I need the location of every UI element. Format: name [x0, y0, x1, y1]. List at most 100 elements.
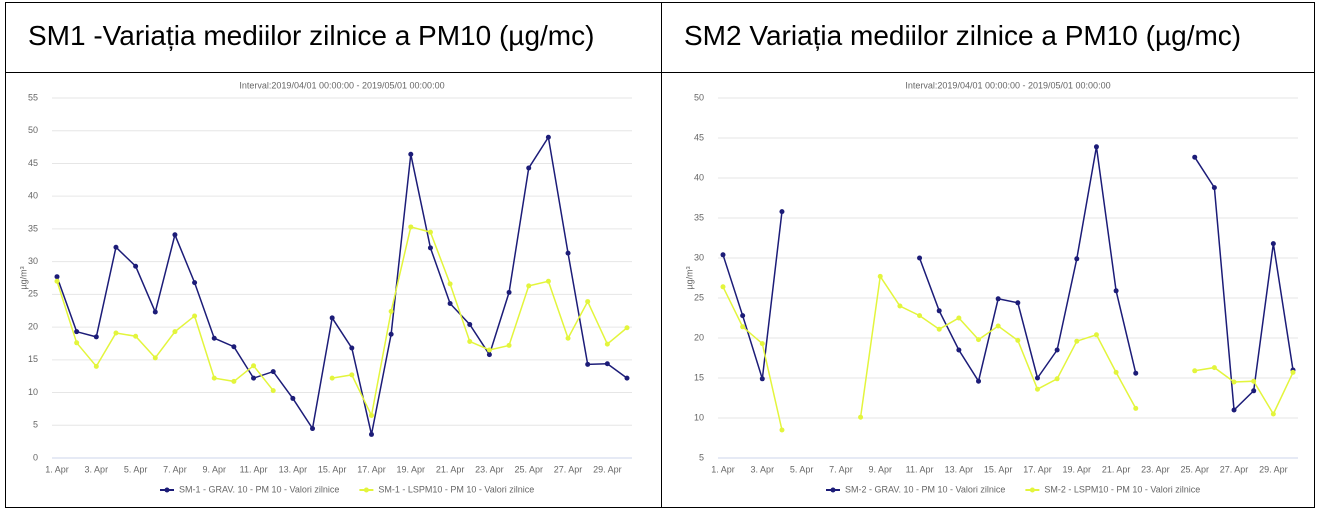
- y-tick-label: 25: [28, 289, 38, 299]
- point: [740, 324, 746, 330]
- point: [1133, 370, 1139, 376]
- x-tick-label: 5. Apr: [124, 464, 148, 474]
- point: [192, 313, 198, 319]
- y-tick-label: 55: [28, 92, 38, 102]
- point: [526, 165, 532, 171]
- point: [54, 274, 60, 280]
- legend-label: SM-2 - LSPM10 - PM 10 - Valori zilnice: [1044, 484, 1200, 494]
- point: [368, 431, 374, 437]
- point: [1034, 386, 1040, 392]
- x-tick-label: 23. Apr: [475, 464, 504, 474]
- point: [624, 325, 630, 331]
- x-tick-label: 25. Apr: [514, 464, 543, 474]
- point: [545, 278, 551, 284]
- point: [1074, 338, 1080, 344]
- point: [447, 281, 453, 287]
- x-tick-label: 25. Apr: [1180, 464, 1209, 474]
- point: [604, 341, 610, 347]
- point: [1093, 144, 1099, 150]
- point: [211, 375, 217, 381]
- cell-header: SM1 -Variația mediilor zilnice a PM10 (µ…: [28, 20, 595, 51]
- point: [956, 347, 962, 353]
- series-line: [722, 146, 1294, 412]
- x-tick-label: 7. Apr: [829, 464, 853, 474]
- point: [565, 250, 571, 256]
- point: [74, 329, 80, 335]
- x-tick-label: 11. Apr: [906, 464, 934, 474]
- point: [1211, 365, 1217, 371]
- x-tick-label: 15. Apr: [318, 464, 347, 474]
- point: [1270, 411, 1276, 417]
- point: [270, 369, 276, 375]
- point: [231, 378, 237, 384]
- point: [1054, 376, 1060, 382]
- point: [1113, 288, 1119, 294]
- y-tick-label: 10: [694, 412, 704, 422]
- cell-border: [6, 72, 1314, 73]
- series-line: [56, 135, 628, 435]
- subtitle: Interval:2019/04/01 00:00:00 - 2019/05/0…: [905, 80, 1110, 90]
- y-tick-label: 20: [28, 321, 38, 331]
- point: [1093, 332, 1099, 338]
- y-axis-label: µg/m³: [684, 266, 694, 289]
- legend-swatch: [1029, 487, 1035, 493]
- point: [506, 289, 512, 295]
- point: [1192, 368, 1198, 374]
- point: [113, 330, 119, 336]
- point: [858, 414, 864, 420]
- point: [447, 301, 453, 307]
- point: [1054, 347, 1060, 353]
- subtitle: Interval:2019/04/01 00:00:00 - 2019/05/0…: [239, 80, 444, 90]
- point: [467, 338, 473, 344]
- point: [408, 151, 414, 157]
- x-tick-label: 21. Apr: [1102, 464, 1131, 474]
- point: [779, 427, 785, 433]
- series-line: [56, 226, 628, 418]
- x-tick-label: 9. Apr: [202, 464, 226, 474]
- point: [1074, 256, 1080, 262]
- point: [1231, 379, 1237, 385]
- x-tick-label: 29. Apr: [1259, 464, 1288, 474]
- point: [133, 263, 139, 269]
- y-tick-label: 25: [694, 292, 704, 302]
- point: [427, 229, 433, 235]
- point: [956, 315, 962, 321]
- point: [585, 299, 591, 305]
- table: SM1 -Variația mediilor zilnice a PM10 (µ…: [5, 2, 1315, 508]
- point: [720, 284, 726, 290]
- point: [427, 245, 433, 251]
- point: [1133, 405, 1139, 411]
- y-tick-label: 40: [694, 172, 704, 182]
- point: [976, 378, 982, 384]
- point: [54, 278, 60, 284]
- point: [113, 244, 119, 250]
- y-tick-label: 50: [694, 92, 704, 102]
- point: [720, 252, 726, 258]
- x-tick-label: 3. Apr: [751, 464, 775, 474]
- y-axis-label: µg/m³: [18, 266, 28, 289]
- x-tick-label: 17. Apr: [357, 464, 386, 474]
- point: [1015, 337, 1021, 343]
- y-tick-label: 30: [694, 252, 704, 262]
- point: [740, 313, 746, 319]
- point: [467, 321, 473, 327]
- point: [936, 326, 942, 332]
- point: [506, 342, 512, 348]
- y-tick-label: 20: [694, 332, 704, 342]
- point: [1034, 375, 1040, 381]
- x-tick-label: 15. Apr: [984, 464, 1013, 474]
- y-tick-label: 35: [694, 212, 704, 222]
- point: [270, 388, 276, 394]
- y-tick-label: 30: [28, 256, 38, 266]
- point: [172, 232, 178, 238]
- legend-label: SM-1 - LSPM10 - PM 10 - Valori zilnice: [378, 484, 534, 494]
- point: [486, 347, 492, 353]
- x-tick-label: 7. Apr: [163, 464, 187, 474]
- point: [545, 134, 551, 140]
- point: [877, 273, 883, 279]
- point: [93, 363, 99, 369]
- x-tick-label: 19. Apr: [1063, 464, 1092, 474]
- cell-header: SM2 Variația mediilor zilnice a PM10 (µg…: [684, 20, 1242, 51]
- point: [251, 363, 257, 369]
- x-tick-label: 5. Apr: [790, 464, 814, 474]
